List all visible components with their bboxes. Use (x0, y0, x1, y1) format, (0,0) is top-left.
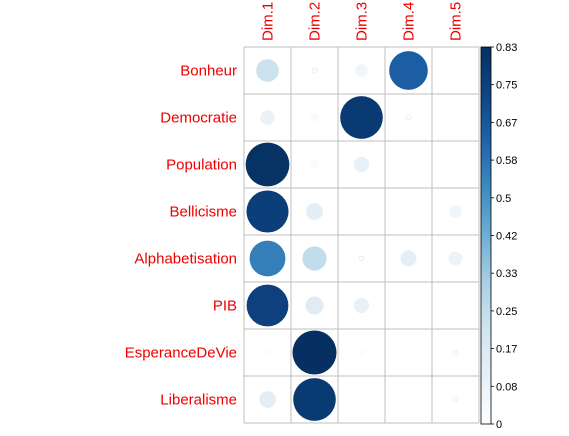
colorbar-tick-label: 0 (496, 419, 502, 431)
colorbar-tick-label: 0.83 (496, 42, 517, 54)
circle-democratie-dim2 (310, 113, 319, 122)
row-label: Democratie (160, 110, 237, 127)
row-labels: Bonheur Democratie Population Bellicisme Alp… (125, 63, 237, 409)
circle-population-dim1 (245, 142, 290, 187)
circle-bonheur-dim1 (256, 59, 279, 82)
circles (245, 51, 463, 421)
colorbar-tick-label: 0.5 (496, 193, 511, 205)
colorbar-tick-label: 0.67 (496, 117, 517, 129)
colorbar-tick-label: 0.17 (496, 344, 517, 356)
circle-alphabetisation-dim4 (400, 250, 417, 267)
circle-alphabetisation-dim2 (302, 246, 327, 271)
column-label: Dim.1 (260, 2, 277, 41)
circle-alphabetisation-dim5 (448, 251, 463, 266)
column-label: Dim.3 (354, 2, 371, 41)
circle-esperancedevie-dim3 (358, 349, 365, 356)
row-label: Alphabetisation (134, 251, 237, 268)
row-label: Population (166, 157, 237, 174)
circle-esperancedevie-dim5 (452, 349, 459, 356)
colorbar-tick-label: 0.08 (496, 381, 517, 393)
colorbar-tick-label: 0.25 (496, 306, 517, 318)
row-label: Bonheur (180, 63, 237, 80)
circle-population-dim2 (310, 160, 319, 169)
circle-bellicisme-dim5 (449, 205, 462, 218)
circle-bonheur-dim4 (389, 51, 428, 90)
circle-alphabetisation-dim3 (358, 255, 365, 262)
colorbar-tick-label: 0.33 (496, 268, 517, 280)
circle-liberalisme-dim1 (259, 391, 276, 408)
colorbar-tick-label: 0.75 (496, 80, 517, 92)
circle-esperancedevie-dim1 (264, 349, 271, 356)
circle-pib-dim1 (246, 284, 289, 327)
circle-esperancedevie-dim2 (292, 330, 337, 375)
circle-population-dim3 (353, 156, 370, 173)
colorbar-gradient (480, 46, 492, 425)
colorbar-tick-label: 0.58 (496, 155, 517, 167)
row-label: EsperanceDeVie (125, 345, 237, 362)
colorbar-tick-label: 0.42 (496, 231, 517, 243)
column-label: Dim.2 (307, 2, 324, 41)
column-labels: Dim.1 Dim.2 Dim.3 Dim.4 Dim.5 (260, 2, 465, 41)
grid (243, 46, 480, 424)
circle-alphabetisation-dim1 (249, 240, 286, 277)
colorbar: 0 0.08 0.17 0.25 0.33 0.42 0.5 0.58 0.67 0.75 0.83 (480, 42, 517, 431)
circle-bonheur-dim2 (311, 67, 318, 74)
circle-liberalisme-dim5 (452, 396, 459, 403)
circle-democratie-dim4 (405, 114, 412, 121)
circle-bellicisme-dim1 (246, 190, 289, 233)
circle-democratie-dim1 (260, 110, 275, 125)
column-label: Dim.4 (401, 2, 418, 41)
circle-democratie-dim3 (340, 96, 383, 139)
circle-pib-dim3 (353, 297, 370, 314)
row-label: PIB (213, 298, 237, 315)
row-label: Bellicisme (169, 204, 237, 221)
column-label: Dim.5 (448, 2, 465, 41)
circle-pib-dim2 (305, 296, 324, 315)
row-label: Liberalisme (160, 392, 237, 409)
circle-bonheur-dim3 (355, 64, 368, 77)
circle-bellicisme-dim2 (306, 203, 323, 220)
circle-liberalisme-dim2 (293, 378, 336, 421)
